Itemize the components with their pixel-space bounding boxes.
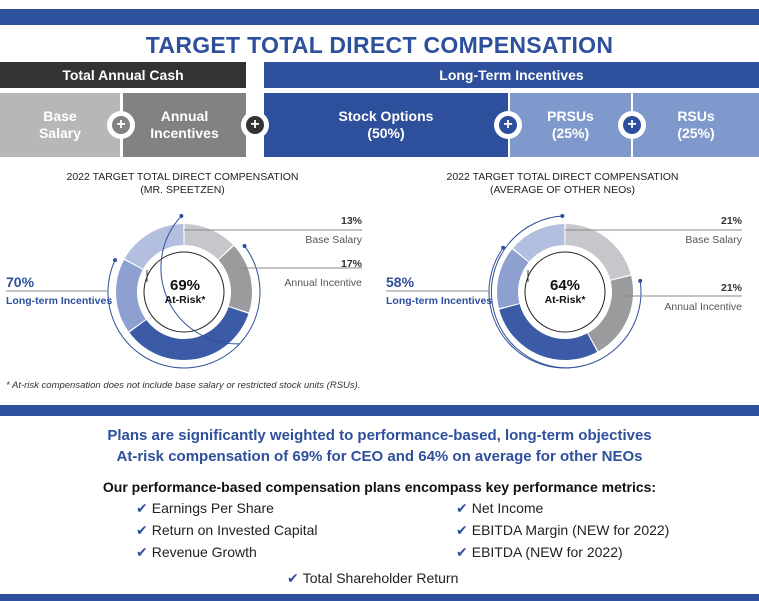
slice-base-salary — [565, 224, 631, 280]
check-icon: ✔ — [456, 544, 468, 560]
chart2-center: 64% At-Risk* — [515, 277, 615, 306]
header-long-term-incentives: Long-Term Incentives — [264, 62, 759, 88]
metric-item: ✔ Total Shareholder Return — [287, 570, 458, 587]
chart1-annual-incentive-pct: 17% — [340, 258, 362, 270]
chart2-long-term-pct: 58% — [386, 274, 415, 290]
metric-label: Total Shareholder Return — [302, 570, 459, 586]
chart2-annual-incentive-pct: 21% — [720, 282, 742, 294]
long-term-arc — [490, 215, 571, 369]
slice-annual-incentive — [218, 245, 253, 313]
page-title: TARGET TOTAL DIRECT COMPENSATION — [145, 32, 614, 58]
metric-item: ✔ EBITDA (NEW for 2022) — [456, 544, 623, 561]
check-icon: ✔ — [287, 570, 299, 586]
chart1-title: 2022 TARGET TOTAL DIRECT COMPENSATION (M… — [50, 171, 315, 197]
chart1-subtitle: (MR. SPEETZEN) — [140, 184, 225, 196]
chart2-donut — [488, 214, 643, 369]
chart2-annual-incentive-label: Annual Incentive — [664, 301, 742, 313]
chart1-annual-incentive-label: Annual Incentive — [284, 277, 362, 289]
slice-rsus — [513, 224, 565, 262]
footnote: * At-risk compensation does not include … — [6, 380, 361, 391]
top-accent-bar — [0, 9, 759, 25]
check-icon: ✔ — [136, 544, 148, 560]
at-risk-ring — [524, 251, 606, 333]
slice-stock-options — [129, 306, 249, 361]
chart1-long-term-label: Long-term Incentives — [6, 295, 113, 307]
metric-item: ✔ Net Income — [456, 500, 543, 517]
check-icon: ✔ — [456, 500, 468, 516]
check-icon: ✔ — [456, 522, 468, 538]
metric-item: ✔ Revenue Growth — [136, 544, 257, 561]
plus-icon: + — [241, 111, 269, 139]
chart2-subtitle: (AVERAGE OF OTHER NEOs) — [489, 184, 636, 196]
headline-1: Plans are significantly weighted to perf… — [107, 427, 652, 444]
donut-charts — [6, 214, 742, 369]
metric-item: ✔ Return on Invested Capital — [136, 522, 318, 539]
metric-label: Revenue Growth — [151, 544, 257, 560]
at-risk-arc — [107, 245, 261, 369]
chart1-base-salary-label: Base Salary — [305, 234, 362, 246]
arc-end-dot — [638, 278, 643, 283]
metric-label: Net Income — [471, 500, 544, 516]
arc-end-dot — [560, 214, 565, 219]
chart1-center-label: At-Risk* — [164, 294, 206, 306]
component-base-salary: Base Salary — [0, 93, 120, 157]
check-icon: ✔ — [136, 522, 148, 538]
chart1-center-value: 69% — [169, 277, 201, 294]
component-stock-options: Stock Options (50%) — [264, 93, 508, 157]
metric-label: EBITDA (NEW for 2022) — [471, 544, 623, 560]
component-annual-incentives: Annual Incentives — [123, 93, 246, 157]
metric-item: ✔ Earnings Per Share — [136, 500, 274, 517]
at-risk-ring — [143, 251, 225, 333]
arc-end-dot — [179, 214, 184, 219]
chart1-title-line: 2022 TARGET TOTAL DIRECT COMPENSATION — [66, 171, 299, 183]
chart2-center-value: 64% — [549, 277, 581, 294]
chart1-donut — [107, 214, 261, 369]
component-prsus: PRSUs (25%) — [510, 93, 631, 157]
plus-icon: + — [494, 111, 522, 139]
chart1-long-term-pct: 70% — [6, 274, 35, 290]
metric-label: EBITDA Margin (NEW for 2022) — [471, 522, 670, 538]
chart2-long-term-label: Long-term Incentives — [386, 295, 493, 307]
chart1-base-salary-pct: 13% — [340, 215, 362, 227]
plus-icon: + — [618, 111, 646, 139]
component-rsus: RSUs (25%) — [633, 93, 759, 157]
metrics-subheading: Our performance-based compensation plans… — [102, 479, 657, 495]
slice-annual-incentive — [588, 275, 633, 352]
bottom-accent-bar — [0, 594, 759, 601]
chart2-base-salary-label: Base Salary — [685, 234, 742, 246]
metric-label: Return on Invested Capital — [151, 522, 318, 538]
metric-label: Earnings Per Share — [151, 500, 274, 516]
chart1-center: 69% At-Risk* — [135, 277, 235, 306]
long-term-arc — [160, 215, 240, 345]
headline-2: At-risk compensation of 69% for CEO and … — [116, 448, 643, 465]
slice-rsus — [124, 224, 184, 269]
arc-end-dot — [113, 258, 118, 263]
divider-bar — [0, 405, 759, 416]
plus-icon: + — [107, 111, 135, 139]
header-total-annual-cash: Total Annual Cash — [0, 62, 246, 88]
slice-stock-options — [499, 304, 598, 360]
slice-prsus — [116, 259, 146, 332]
chart2-base-salary-pct: 21% — [720, 215, 742, 227]
chart2-title: 2022 TARGET TOTAL DIRECT COMPENSATION (A… — [430, 171, 695, 197]
chart2-center-label: At-Risk* — [544, 294, 586, 306]
chart2-title-line: 2022 TARGET TOTAL DIRECT COMPENSATION — [446, 171, 679, 183]
slice-base-salary — [184, 224, 234, 260]
arc-end-dot — [242, 244, 247, 249]
metric-item: ✔ EBITDA Margin (NEW for 2022) — [456, 522, 669, 539]
check-icon: ✔ — [136, 500, 148, 516]
slice-prsus — [496, 249, 529, 309]
leader-lines — [6, 229, 742, 297]
